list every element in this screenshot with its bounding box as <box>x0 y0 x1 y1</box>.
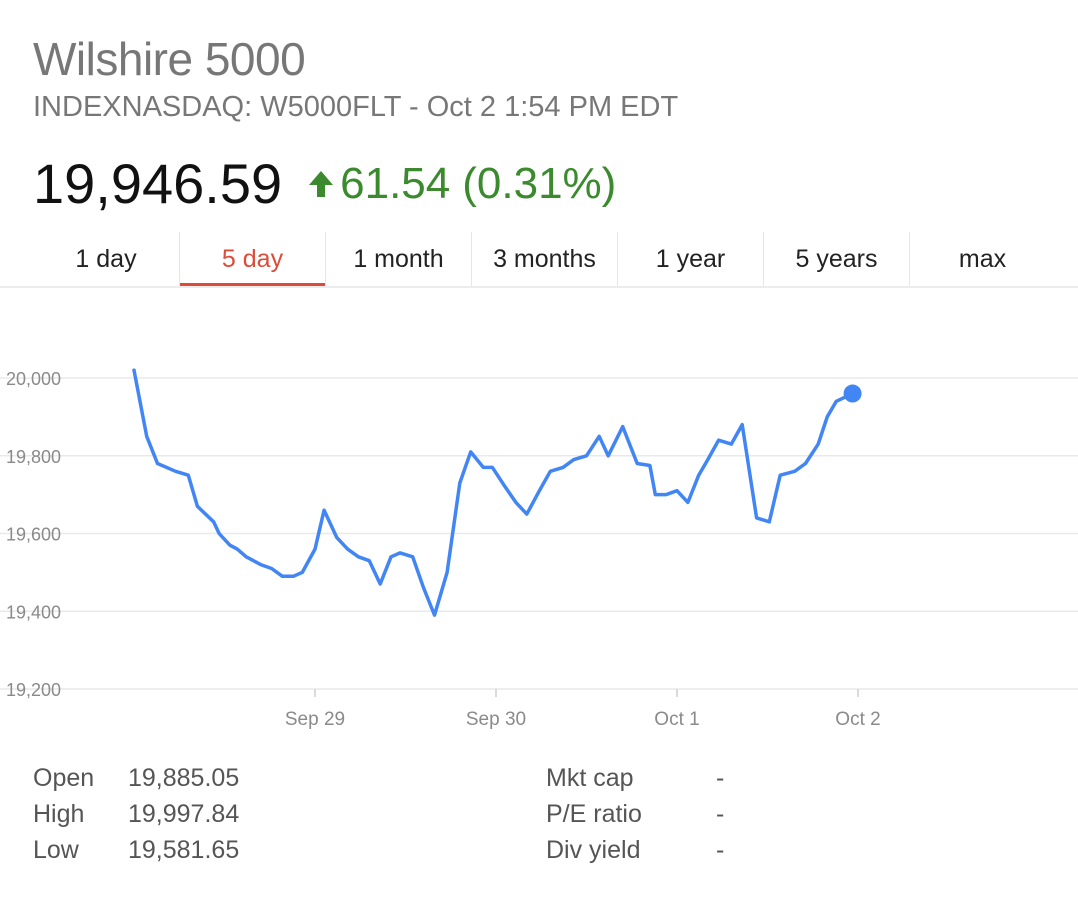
stat-open: Open 19,885.05 <box>33 760 239 796</box>
stat-label: High <box>33 800 85 828</box>
index-title: Wilshire 5000 <box>33 33 306 85</box>
y-tick-label: 19,800 <box>6 447 61 467</box>
stat-label: P/E ratio <box>546 800 642 828</box>
stat-value: - <box>716 836 725 864</box>
quote-row: 19,946.59 61.54 (0.31%) <box>33 152 616 216</box>
price-line <box>132 368 855 617</box>
y-tick-label: 19,200 <box>6 680 61 700</box>
tab-max[interactable]: max <box>909 232 1055 286</box>
x-tick-label: Oct 1 <box>654 709 699 730</box>
tabs-divider <box>0 286 1078 288</box>
stat-value: 19,581.65 <box>128 836 240 864</box>
stat-value: - <box>716 800 725 828</box>
stat-label: Mkt cap <box>546 764 634 792</box>
tab-1-day[interactable]: 1 day <box>75 244 137 273</box>
change-value: 61.54 <box>340 159 451 208</box>
stat-value: - <box>716 764 725 792</box>
stats-left: Open 19,885.05 High 19,997.84 Low 19,581… <box>33 760 239 868</box>
tab-1-year[interactable]: 1 year <box>617 232 763 286</box>
x-axis-labels: Sep 29 Sep 30 Oct 1 Oct 2 <box>285 689 881 730</box>
stat-label: Open <box>33 764 95 792</box>
range-tabs: 1 day 5 day 1 month 3 months 1 year 5 ye… <box>33 232 1061 286</box>
price-change: 61.54 (0.31%) <box>308 162 616 206</box>
current-price: 19,946.59 <box>33 152 283 215</box>
stat-pe-ratio: P/E ratio - <box>546 796 724 832</box>
stat-mkt-cap: Mkt cap - <box>546 760 724 796</box>
stats-right: Mkt cap - P/E ratio - Div yield - <box>546 760 724 868</box>
stat-high: High 19,997.84 <box>33 796 239 832</box>
tab-1-month[interactable]: 1 month <box>325 232 471 286</box>
last-price-point <box>843 384 862 403</box>
stat-value: 19,885.05 <box>128 764 240 792</box>
arrow-up-icon <box>309 171 334 197</box>
index-subtitle: INDEXNASDAQ: W5000FLT - Oct 2 1:54 PM ED… <box>33 91 679 123</box>
x-tick-label: Oct 2 <box>835 709 880 730</box>
stat-value: 19,997.84 <box>128 800 240 828</box>
y-tick-label: 20,000 <box>6 369 61 389</box>
tab-5-day[interactable]: 5 day <box>179 232 325 286</box>
stat-label: Div yield <box>546 836 641 864</box>
stat-div-yield: Div yield - <box>546 832 724 868</box>
change-percent: (0.31%) <box>462 159 617 208</box>
stat-low: Low 19,581.65 <box>33 832 239 868</box>
x-tick-label: Sep 29 <box>285 709 345 730</box>
y-tick-label: 19,400 <box>6 602 61 622</box>
y-axis-labels: 20,000 19,800 19,600 19,400 19,200 <box>6 369 61 700</box>
y-tick-label: 19,600 <box>6 525 61 545</box>
x-tick-label: Sep 30 <box>466 709 526 730</box>
grid-lines <box>0 377 1078 690</box>
tab-5-years[interactable]: 5 years <box>763 232 909 286</box>
tab-3-months[interactable]: 3 months <box>471 232 617 286</box>
stat-label: Low <box>33 836 79 864</box>
